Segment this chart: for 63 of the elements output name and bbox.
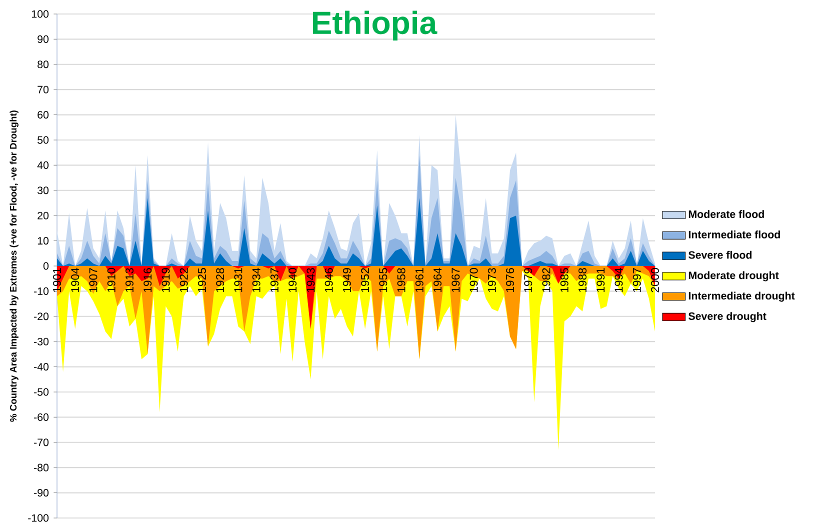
x-tick-label: 1949	[342, 268, 351, 292]
x-tick-label: 2000	[650, 268, 659, 292]
x-tick-label: 1934	[252, 268, 260, 292]
legend-label: Moderate drought	[688, 271, 779, 282]
x-tick-label: 1901	[53, 268, 62, 292]
y-tick-label: 100	[32, 10, 49, 18]
legend-label: Intermediate drought	[688, 292, 795, 302]
x-tick-label: 1904	[71, 268, 80, 292]
y-tick-label: -50	[34, 388, 49, 396]
x-tick-label: 1946	[324, 268, 333, 292]
x-tick-label: 1979	[524, 268, 532, 292]
x-tick-label: 1976	[506, 268, 514, 292]
x-tick-label: 1964	[434, 268, 442, 292]
y-tick-label: 50	[38, 136, 49, 144]
y-tick-label: -90	[34, 489, 49, 497]
x-tick-label: 1919	[162, 268, 170, 292]
y-tick-label: -30	[34, 338, 49, 346]
x-tick-label: 1982	[542, 268, 550, 292]
y-tick-label: -80	[34, 464, 49, 472]
x-tick-label: 1991	[596, 268, 605, 292]
y-tick-label: 20	[38, 212, 49, 220]
x-tick-label: 1970	[470, 268, 478, 292]
x-tick-label: 1925	[198, 268, 206, 292]
y-tick-label: 40	[37, 161, 49, 169]
y-tick-label: 90	[38, 35, 49, 43]
legend-label: Severe drought	[688, 312, 766, 322]
x-tick-label: 1928	[216, 268, 224, 292]
y-tick-label: -20	[34, 312, 49, 320]
y-tick-label: -60	[34, 413, 49, 421]
x-tick-label: 1916	[144, 268, 152, 292]
y-tick-label: -70	[34, 438, 49, 446]
x-tick-label: 1958	[397, 268, 406, 292]
y-tick-label: -10	[34, 287, 49, 295]
y-tick-label: -40	[34, 363, 49, 371]
y-tick-label: 10	[38, 237, 49, 245]
x-tick-label: 1943	[306, 268, 315, 292]
x-tick-label: 1994	[614, 268, 623, 292]
x-tick-label: 1937	[270, 268, 278, 292]
x-tick-label: 1922	[180, 268, 188, 292]
legend-label: Severe flood	[688, 250, 752, 259]
chart-title: Ethiopia	[312, 10, 438, 41]
x-tick-label: 1913	[125, 268, 134, 292]
x-tick-label: 1907	[89, 268, 98, 292]
x-tick-label: 1961	[415, 268, 424, 292]
y-tick-label: 60	[38, 111, 49, 119]
legend-label: Intermediate flood	[688, 230, 780, 238]
y-tick-label: -100	[28, 514, 49, 522]
x-tick-label: 1910	[107, 268, 116, 292]
y-tick-label: 70	[38, 86, 49, 94]
y-tick-label: 0	[43, 262, 49, 270]
legend-label: Moderate flood	[688, 210, 764, 218]
x-tick-label: 1952	[361, 268, 370, 292]
x-tick-label: 1985	[560, 268, 568, 292]
y-tick-label: 80	[38, 60, 49, 68]
x-tick-label: 1997	[632, 268, 641, 292]
y-tick-label: 30	[37, 186, 49, 194]
x-tick-label: 1931	[234, 268, 242, 292]
x-tick-label: 1967	[452, 268, 460, 292]
x-tick-label: 1940	[288, 268, 297, 292]
x-tick-label: 1955	[379, 268, 388, 292]
x-tick-label: 1973	[488, 268, 496, 292]
y-axis-title: % Country Area Impacted by Extremes (+ve for Flood, -ve for Drought)	[10, 110, 18, 422]
x-tick-label: 1988	[578, 268, 587, 292]
